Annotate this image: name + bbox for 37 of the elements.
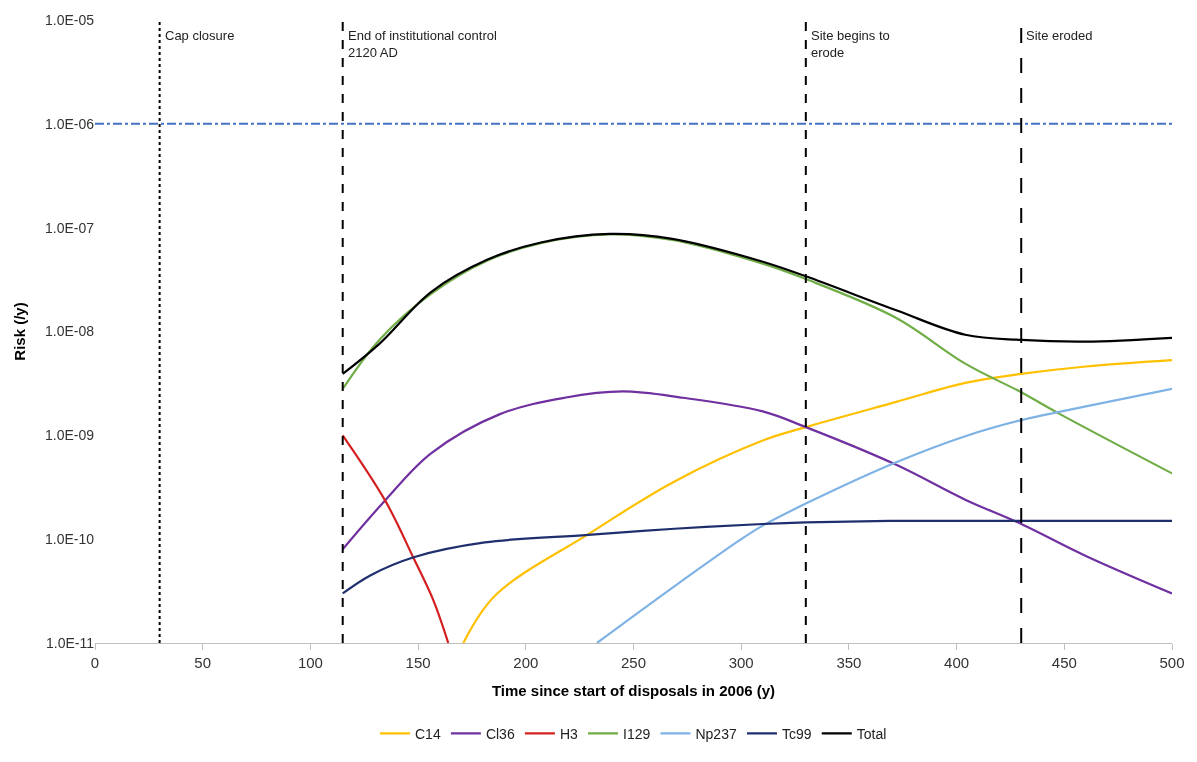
x-tick-label: 0 — [90, 654, 100, 671]
line-series — [341, 390, 1172, 595]
x-tick-label: 450 — [1051, 654, 1077, 671]
y-tick-label: 1.0E-05 — [44, 11, 95, 28]
y-tick-label: 1.0E-11 — [46, 634, 95, 651]
x-tick-label: 100 — [297, 654, 323, 671]
line-series — [462, 359, 1172, 643]
y-tick-label: 1.0E-10 — [44, 531, 95, 548]
legend-label: Cl36 — [485, 725, 515, 742]
legend-label: Total — [856, 725, 887, 742]
x-tick-label: 200 — [513, 654, 539, 671]
legend-label: Tc99 — [781, 725, 812, 742]
line-series — [341, 233, 1172, 475]
line-series — [341, 519, 1172, 595]
legend-label: H3 — [559, 725, 579, 742]
ref-line-label: Site eroded — [1026, 28, 1093, 43]
y-tick-label: 1.0E-08 — [44, 323, 95, 340]
x-axis-title: Time since start of disposals in 2006 (y) — [491, 682, 776, 699]
ref-line-label: End of institutional control 2120 AD — [348, 28, 497, 60]
x-tick-label: 400 — [944, 654, 970, 671]
y-tick-label: 1.0E-09 — [44, 427, 95, 444]
y-tick-label: 1.0E-06 — [44, 115, 95, 132]
line-series — [341, 434, 450, 643]
y-axis-title: Risk (/y) — [11, 302, 29, 361]
legend-label: I129 — [623, 725, 651, 742]
ref-line-label: Site begins to erode — [811, 28, 890, 60]
y-tick-label: 1.0E-07 — [44, 219, 95, 236]
ref-line-label: Cap closure — [165, 28, 235, 43]
x-tick-label: 50 — [194, 654, 212, 671]
x-tick-label: 350 — [836, 654, 862, 671]
x-tick-label: 150 — [405, 654, 431, 671]
x-tick-label: 300 — [728, 654, 754, 671]
legend-label: Np237 — [695, 725, 737, 742]
x-tick-label: 250 — [620, 654, 647, 671]
x-tick-label: 500 — [1159, 654, 1185, 671]
line-series — [595, 387, 1172, 643]
legend-label: C14 — [415, 725, 441, 742]
